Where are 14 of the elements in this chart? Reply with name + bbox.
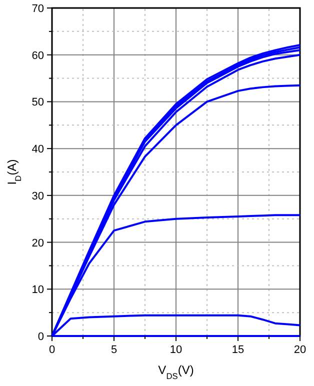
x-axis-title: V$_{DS}$(V)	[158, 363, 194, 381]
x-tick-label: 0	[48, 344, 56, 356]
y-tick-label: 70	[32, 3, 44, 15]
x-tick-label: 5	[110, 344, 118, 356]
y-tick-label: 30	[32, 190, 44, 202]
y-tick-label: 10	[32, 284, 44, 296]
y-tick-label: 0	[38, 331, 44, 343]
y-tick-label: 50	[32, 96, 44, 109]
y-tick-label: 20	[32, 237, 44, 250]
y-tick-label: 60	[32, 50, 44, 62]
x-tick-label: 15	[232, 344, 244, 356]
x-tick-label: 20	[294, 344, 306, 356]
y-tick-label: 40	[32, 144, 44, 156]
x-tick-label: 10	[170, 344, 182, 356]
